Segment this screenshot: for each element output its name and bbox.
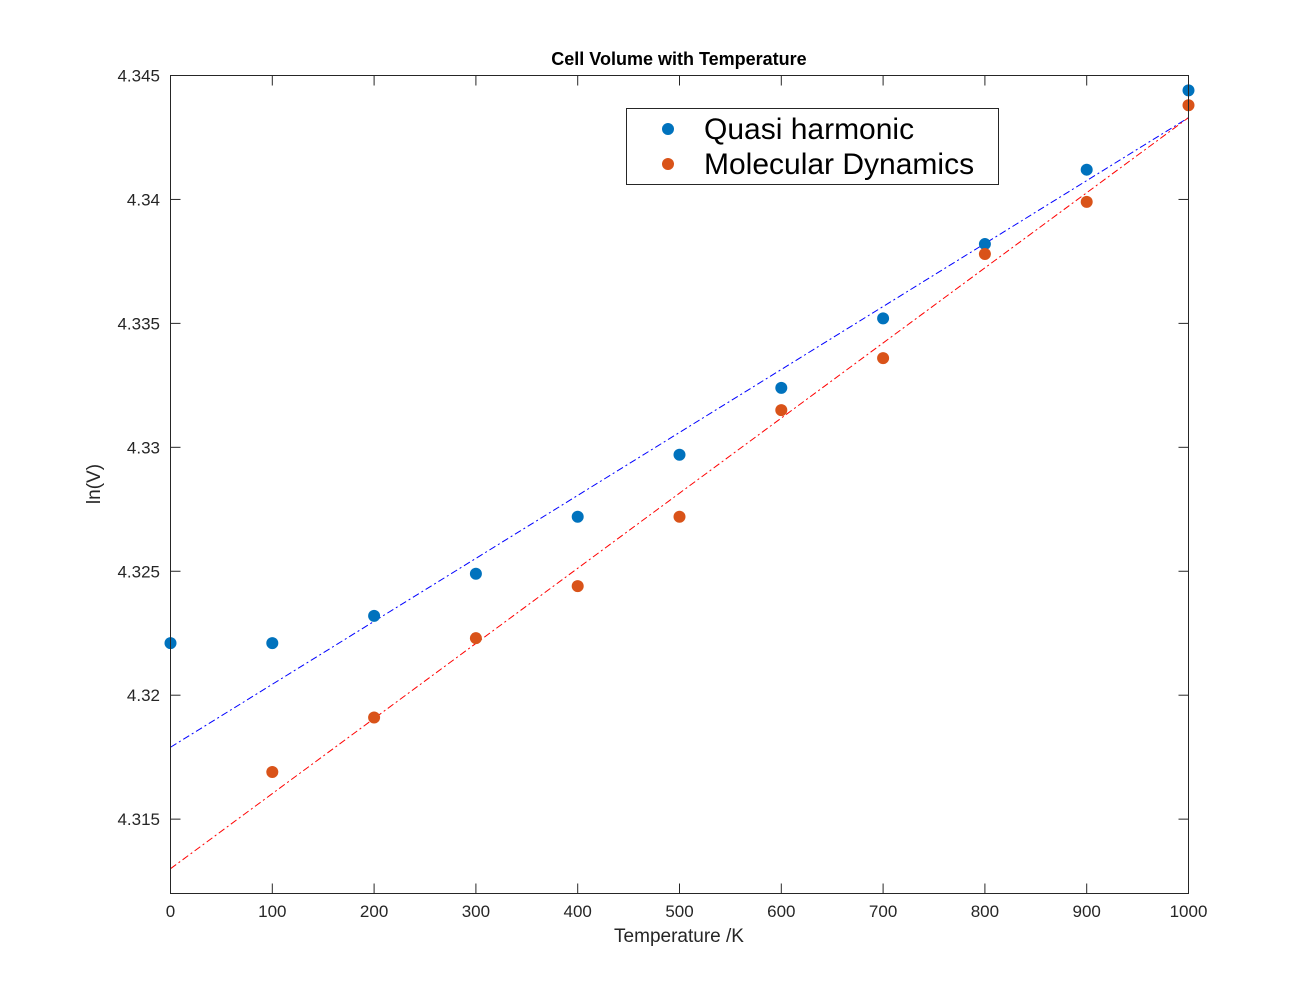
y-tick-label: 4.345 [117, 67, 160, 86]
data-point-molecular-dynamics [571, 580, 584, 593]
x-tick-label: 300 [462, 902, 490, 921]
x-tick-label: 500 [665, 902, 693, 921]
data-point-molecular-dynamics [266, 766, 279, 779]
data-point-molecular-dynamics [1080, 195, 1093, 208]
data-point-quasi-harmonic [978, 238, 991, 251]
x-tick-label: 400 [564, 902, 592, 921]
y-axis: 4.315 4.32 4.325 4.33 4.335 4.34 4.345 [117, 67, 1189, 829]
x-tick-label: 900 [1073, 902, 1101, 921]
x-tick-label: 200 [360, 902, 388, 921]
data-point-quasi-harmonic [368, 609, 381, 622]
chart-title: Cell Volume with Temperature [551, 49, 806, 69]
plot-area-frame [170, 75, 1189, 894]
y-tick-label: 4.33 [127, 438, 160, 457]
data-point-quasi-harmonic [877, 312, 890, 325]
data-point-quasi-harmonic [266, 637, 279, 650]
x-tick-label: 600 [767, 902, 795, 921]
x-tick-label: 100 [258, 902, 286, 921]
y-axis-label: ln(V) [84, 464, 105, 504]
legend-marker-quasi-harmonic [662, 123, 674, 135]
x-tick-label: 0 [166, 902, 175, 921]
data-point-quasi-harmonic [1080, 163, 1093, 176]
data-point-molecular-dynamics [978, 247, 991, 260]
legend-marker-molecular-dynamics [662, 158, 674, 170]
data-point-molecular-dynamics [673, 510, 686, 523]
x-tick-label: 700 [869, 902, 897, 921]
legend: Quasi harmonic Molecular Dynamics [626, 108, 999, 185]
data-point-quasi-harmonic [571, 510, 584, 523]
legend-label-quasi-harmonic: Quasi harmonic [704, 113, 914, 146]
y-tick-label: 4.335 [117, 314, 160, 333]
fit-line-1 [170, 117, 1189, 870]
y-tick-label: 4.34 [127, 190, 160, 209]
data-point-molecular-dynamics [368, 711, 381, 724]
x-axis: 0 100 200 300 400 500 600 700 800 900 1000 [166, 75, 1208, 921]
y-tick-label: 4.315 [117, 810, 160, 829]
data-points [164, 84, 1195, 779]
x-axis-label: Temperature /K [614, 926, 744, 947]
y-tick-label: 4.32 [127, 686, 160, 705]
legend-label-molecular-dynamics: Molecular Dynamics [704, 148, 974, 181]
data-point-molecular-dynamics [877, 352, 890, 365]
data-point-molecular-dynamics [469, 632, 482, 645]
fit-line-0 [170, 117, 1189, 748]
x-tick-label: 800 [971, 902, 999, 921]
y-tick-label: 4.325 [117, 562, 160, 581]
x-tick-label: 1000 [1170, 902, 1208, 921]
data-point-quasi-harmonic [775, 381, 788, 394]
data-point-quasi-harmonic [673, 448, 686, 461]
fit-lines [170, 117, 1189, 870]
data-point-molecular-dynamics [775, 404, 788, 417]
data-point-quasi-harmonic [469, 567, 482, 580]
legend-box [626, 108, 999, 185]
